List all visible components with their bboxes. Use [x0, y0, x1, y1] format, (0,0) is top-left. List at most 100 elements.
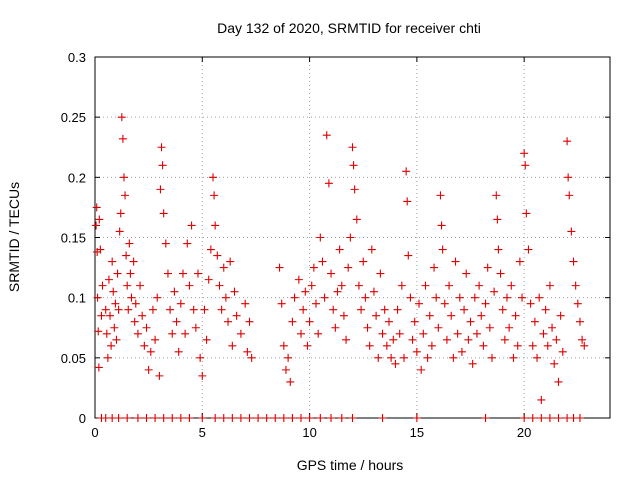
data-point: [185, 281, 194, 290]
data-point: [307, 281, 316, 290]
data-point: [533, 353, 542, 362]
data-point: [545, 281, 554, 290]
data-point: [183, 239, 192, 248]
data-point: [468, 359, 477, 368]
data-point: [111, 299, 120, 308]
data-point: [554, 414, 563, 422]
data-point: [415, 299, 424, 308]
data-point: [202, 335, 211, 344]
data-point: [198, 371, 207, 380]
data-point: [417, 365, 426, 374]
data-point: [455, 293, 464, 302]
data-point: [113, 269, 122, 278]
data-point: [116, 209, 125, 218]
data-point: [372, 311, 381, 320]
data-point: [159, 414, 168, 422]
data-point: [217, 305, 226, 314]
data-point: [378, 329, 387, 338]
data-point: [329, 305, 338, 314]
data-point: [271, 414, 280, 422]
data-point: [241, 299, 250, 308]
data-point: [107, 341, 116, 350]
data-point: [316, 233, 325, 242]
data-point: [209, 173, 218, 182]
data-point: [339, 311, 348, 320]
data-point: [215, 281, 224, 290]
data-point: [564, 173, 573, 182]
data-point: [168, 329, 177, 338]
data-point: [434, 323, 443, 332]
data-point: [219, 263, 228, 272]
data-point: [166, 305, 175, 314]
data-point: [365, 341, 374, 350]
data-point: [156, 185, 165, 194]
data-point: [481, 299, 490, 308]
data-point: [400, 353, 408, 362]
data-point: [262, 414, 271, 422]
x-tick-label: 5: [199, 425, 206, 440]
data-point: [110, 323, 119, 332]
data-point: [432, 293, 441, 302]
data-point: [131, 299, 140, 308]
data-point: [211, 414, 220, 422]
data-point: [109, 287, 118, 296]
data-point: [436, 191, 445, 200]
data-point: [176, 299, 185, 308]
data-point: [159, 209, 168, 218]
data-point: [124, 305, 133, 314]
data-point: [404, 251, 413, 260]
data-point: [363, 323, 372, 332]
data-point: [437, 221, 446, 230]
data-point: [118, 134, 127, 143]
data-point: [408, 335, 417, 344]
data-point: [389, 335, 398, 344]
data-point: [575, 414, 584, 422]
data-point: [210, 191, 219, 200]
data-point: [297, 329, 305, 338]
data-point: [485, 323, 494, 332]
data-point: [130, 317, 139, 326]
data-point: [522, 209, 531, 218]
data-point: [123, 414, 132, 422]
data-point: [545, 414, 554, 422]
data-point: [115, 227, 124, 236]
data-point: [151, 335, 160, 344]
data-point: [348, 414, 357, 422]
data-point: [119, 173, 128, 182]
data-point: [314, 329, 323, 338]
data-point: [475, 281, 484, 290]
data-point: [138, 311, 147, 320]
data-point: [127, 293, 136, 302]
data-point: [464, 335, 473, 344]
data-point: [155, 371, 164, 380]
y-tick-label: 0.15: [61, 231, 86, 246]
data-point: [367, 245, 376, 254]
data-point: [140, 341, 149, 350]
data-point: [430, 263, 439, 272]
data-point: [412, 347, 421, 356]
data-point: [349, 161, 358, 170]
data-point: [200, 305, 209, 314]
data-point: [181, 329, 190, 338]
data-point: [490, 287, 499, 296]
data-point: [104, 275, 113, 284]
data-point: [170, 287, 179, 296]
data-point: [108, 257, 117, 266]
data-point: [219, 414, 228, 422]
data-point: [438, 245, 447, 254]
data-point: [305, 414, 314, 422]
data-point: [299, 305, 308, 314]
data-point: [228, 341, 237, 350]
data-point: [322, 131, 331, 140]
data-point: [161, 239, 170, 248]
data-point: [333, 287, 342, 296]
y-tick-label: 0.3: [68, 50, 86, 65]
data-point: [211, 221, 220, 230]
data-point: [403, 197, 412, 206]
data-point: [247, 353, 256, 362]
data-point: [503, 293, 511, 302]
data-point: [144, 365, 153, 374]
data-point: [556, 311, 565, 320]
data-point: [498, 305, 507, 314]
data-point: [507, 281, 516, 290]
